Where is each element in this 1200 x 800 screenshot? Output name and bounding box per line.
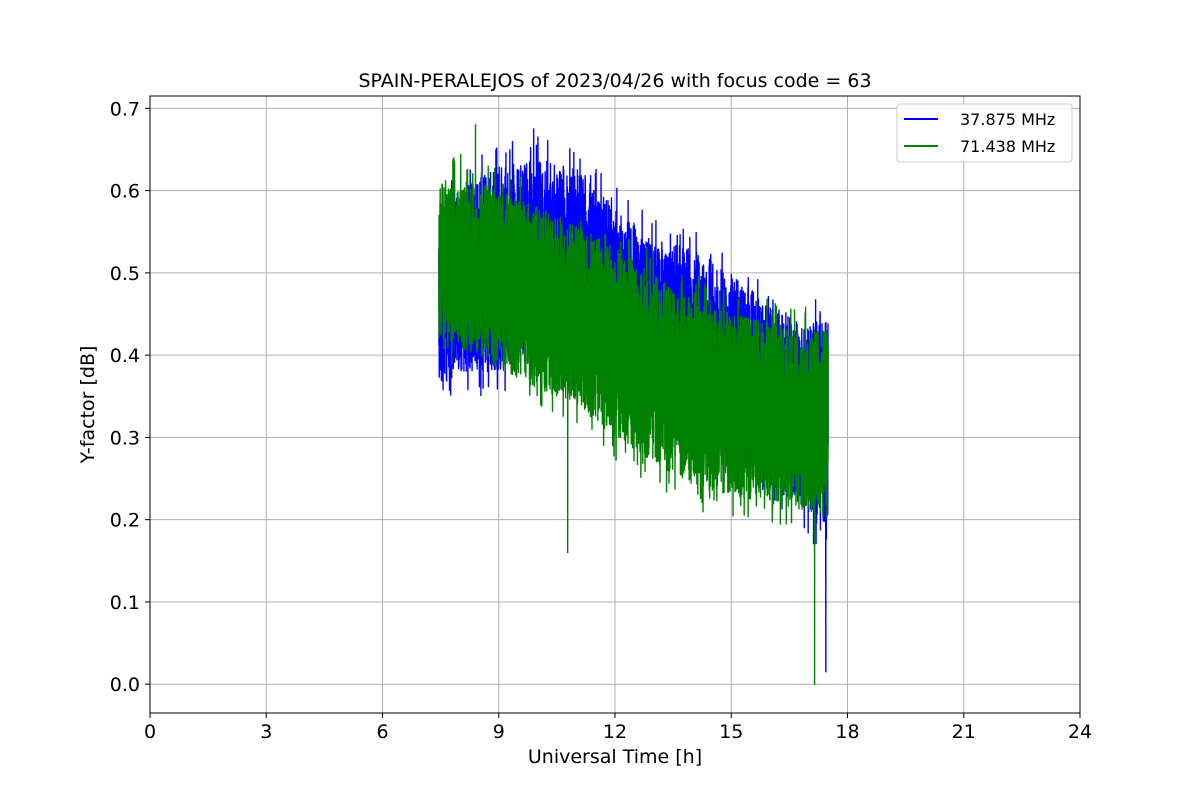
- legend: 37.875 MHz 71.438 MHz: [896, 103, 1073, 163]
- x-tick-label: 15: [719, 721, 743, 743]
- series-layer: [437, 124, 829, 685]
- y-axis-label: Y-factor [dB]: [77, 346, 99, 465]
- legend-label-0: 37.875 MHz: [960, 110, 1055, 129]
- x-tick-label: 21: [952, 721, 976, 743]
- x-tick-label: 24: [1068, 721, 1092, 743]
- tick-layer: 0 3 6 9 12 15 18 21 24 0.0 0.1 0.2 0.3 0.4 0.5 0.6 0.7: [110, 98, 1092, 743]
- x-tick-label: 12: [603, 721, 627, 743]
- x-tick-label: 6: [376, 721, 388, 743]
- y-tick-label: 0.7: [110, 98, 140, 120]
- x-tick-label: 0: [144, 721, 156, 743]
- x-tick-label: 18: [835, 721, 859, 743]
- x-tick-label: 9: [493, 721, 505, 743]
- y-tick-label: 0.2: [110, 510, 140, 532]
- y-tick-label: 0.1: [110, 592, 140, 614]
- x-axis-label: Universal Time [h]: [528, 746, 702, 768]
- chart-title: SPAIN-PERALEJOS of 2023/04/26 with focus…: [358, 70, 871, 92]
- legend-box: [896, 103, 1073, 163]
- y-tick-label: 0.5: [110, 263, 140, 285]
- legend-label-1: 71.438 MHz: [960, 137, 1055, 156]
- y-tick-label: 0.4: [110, 345, 140, 367]
- y-tick-label: 0.0: [110, 674, 140, 696]
- series-line-1: [437, 124, 829, 685]
- y-tick-label: 0.3: [110, 427, 140, 449]
- y-tick-label: 0.6: [110, 181, 140, 203]
- x-tick-label: 3: [260, 721, 272, 743]
